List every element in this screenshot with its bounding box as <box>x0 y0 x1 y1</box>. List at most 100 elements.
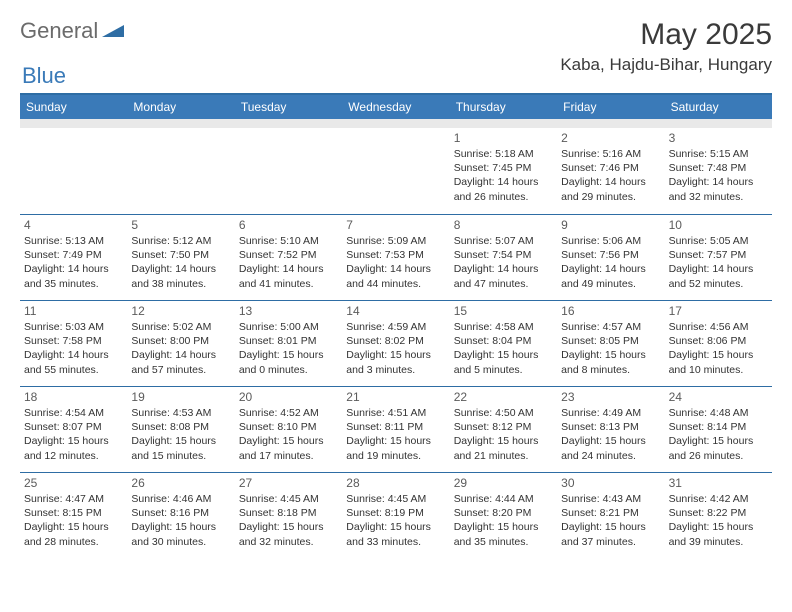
day-number: 19 <box>131 390 230 404</box>
day-number: 6 <box>239 218 338 232</box>
page-title: May 2025 <box>560 18 772 51</box>
weekday-header: Tuesday <box>235 95 342 119</box>
day-info: Sunrise: 4:51 AMSunset: 8:11 PMDaylight:… <box>346 406 445 463</box>
day-info: Sunrise: 5:07 AMSunset: 7:54 PMDaylight:… <box>454 234 553 291</box>
day-number: 29 <box>454 476 553 490</box>
day-info: Sunrise: 4:54 AMSunset: 8:07 PMDaylight:… <box>24 406 123 463</box>
weekday-header: Wednesday <box>342 95 449 119</box>
day-number: 28 <box>346 476 445 490</box>
day-info: Sunrise: 5:05 AMSunset: 7:57 PMDaylight:… <box>669 234 768 291</box>
day-info: Sunrise: 4:48 AMSunset: 8:14 PMDaylight:… <box>669 406 768 463</box>
day-info: Sunrise: 4:59 AMSunset: 8:02 PMDaylight:… <box>346 320 445 377</box>
weekday-header: Monday <box>127 95 234 119</box>
day-number: 2 <box>561 131 660 145</box>
day-number: 30 <box>561 476 660 490</box>
day-info: Sunrise: 4:47 AMSunset: 8:15 PMDaylight:… <box>24 492 123 549</box>
day-info: Sunrise: 4:45 AMSunset: 8:19 PMDaylight:… <box>346 492 445 549</box>
day-number: 20 <box>239 390 338 404</box>
day-cell: 20 Sunrise: 4:52 AMSunset: 8:10 PMDayligh… <box>235 387 342 472</box>
day-cell: 28 Sunrise: 4:45 AMSunset: 8:19 PMDayligh… <box>342 473 449 558</box>
day-info: Sunrise: 5:02 AMSunset: 8:00 PMDaylight:… <box>131 320 230 377</box>
day-cell: 2 Sunrise: 5:16 AMSunset: 7:46 PMDaylight… <box>557 128 664 214</box>
day-cell: 6 Sunrise: 5:10 AMSunset: 7:52 PMDaylight… <box>235 215 342 300</box>
day-info: Sunrise: 5:12 AMSunset: 7:50 PMDaylight:… <box>131 234 230 291</box>
day-cell: 7Sunrise: 5:09 AMSunset: 7:53 PMDaylight… <box>342 215 449 300</box>
day-number: 18 <box>24 390 123 404</box>
day-cell: 1 Sunrise: 5:18 AMSunset: 7:45 PMDaylight… <box>450 128 557 214</box>
day-number: 15 <box>454 304 553 318</box>
day-info: Sunrise: 4:43 AMSunset: 8:21 PMDaylight:… <box>561 492 660 549</box>
day-cell: 22Sunrise: 4:50 AMSunset: 8:12 PMDayligh… <box>450 387 557 472</box>
day-cell <box>20 128 127 214</box>
day-cell: 5 Sunrise: 5:12 AMSunset: 7:50 PMDaylight… <box>127 215 234 300</box>
day-info: Sunrise: 4:44 AMSunset: 8:20 PMDaylight:… <box>454 492 553 549</box>
day-number: 3 <box>669 131 768 145</box>
day-cell: 21Sunrise: 4:51 AMSunset: 8:11 PMDayligh… <box>342 387 449 472</box>
day-info: Sunrise: 4:53 AMSunset: 8:08 PMDaylight:… <box>131 406 230 463</box>
day-cell: 9 Sunrise: 5:06 AMSunset: 7:56 PMDaylight… <box>557 215 664 300</box>
logo-triangle-icon <box>102 21 124 42</box>
day-cell: 18 Sunrise: 4:54 AMSunset: 8:07 PMDayligh… <box>20 387 127 472</box>
day-cell: 17 Sunrise: 4:56 AMSunset: 8:06 PMDayligh… <box>665 301 772 386</box>
day-info: Sunrise: 5:09 AMSunset: 7:53 PMDaylight:… <box>346 234 445 291</box>
day-cell <box>127 128 234 214</box>
logo: General <box>20 18 126 44</box>
day-number: 5 <box>131 218 230 232</box>
calendar-page: General May 2025 Kaba, Hajdu-Bihar, Hung… <box>0 0 792 568</box>
weekday-header: Saturday <box>665 95 772 119</box>
header-separator <box>20 119 772 128</box>
day-number: 11 <box>24 304 123 318</box>
day-number: 23 <box>561 390 660 404</box>
day-number: 12 <box>131 304 230 318</box>
day-info: Sunrise: 4:42 AMSunset: 8:22 PMDaylight:… <box>669 492 768 549</box>
day-number: 8 <box>454 218 553 232</box>
day-cell: 12 Sunrise: 5:02 AMSunset: 8:00 PMDayligh… <box>127 301 234 386</box>
day-cell: 16 Sunrise: 4:57 AMSunset: 8:05 PMDayligh… <box>557 301 664 386</box>
week-row: 4Sunrise: 5:13 AMSunset: 7:49 PMDaylight… <box>20 214 772 300</box>
week-row: 25 Sunrise: 4:47 AMSunset: 8:15 PMDayligh… <box>20 472 772 558</box>
day-number: 25 <box>24 476 123 490</box>
day-number: 13 <box>239 304 338 318</box>
day-info: Sunrise: 5:10 AMSunset: 7:52 PMDaylight:… <box>239 234 338 291</box>
day-cell: 8 Sunrise: 5:07 AMSunset: 7:54 PMDaylight… <box>450 215 557 300</box>
day-info: Sunrise: 5:06 AMSunset: 7:56 PMDaylight:… <box>561 234 660 291</box>
weekday-header: Friday <box>557 95 664 119</box>
day-number: 17 <box>669 304 768 318</box>
day-info: Sunrise: 4:49 AMSunset: 8:13 PMDaylight:… <box>561 406 660 463</box>
day-cell: 11Sunrise: 5:03 AMSunset: 7:58 PMDayligh… <box>20 301 127 386</box>
day-number: 1 <box>454 131 553 145</box>
day-cell: 19 Sunrise: 4:53 AMSunset: 8:08 PMDayligh… <box>127 387 234 472</box>
logo-blue: Blue <box>22 63 66 88</box>
day-info: Sunrise: 4:52 AMSunset: 8:10 PMDaylight:… <box>239 406 338 463</box>
logo-general: General <box>20 18 98 44</box>
day-cell: 31 Sunrise: 4:42 AMSunset: 8:22 PMDayligh… <box>665 473 772 558</box>
day-info: Sunrise: 5:16 AMSunset: 7:46 PMDaylight:… <box>561 147 660 204</box>
day-cell: 25 Sunrise: 4:47 AMSunset: 8:15 PMDayligh… <box>20 473 127 558</box>
day-info: Sunrise: 4:57 AMSunset: 8:05 PMDaylight:… <box>561 320 660 377</box>
day-cell: 23 Sunrise: 4:49 AMSunset: 8:13 PMDayligh… <box>557 387 664 472</box>
day-cell: 4Sunrise: 5:13 AMSunset: 7:49 PMDaylight… <box>20 215 127 300</box>
week-row: 11Sunrise: 5:03 AMSunset: 7:58 PMDayligh… <box>20 300 772 386</box>
day-cell: 29 Sunrise: 4:44 AMSunset: 8:20 PMDayligh… <box>450 473 557 558</box>
day-number: 27 <box>239 476 338 490</box>
weekday-header-row: Sunday Monday Tuesday Wednesday Thursday… <box>20 95 772 119</box>
day-info: Sunrise: 4:56 AMSunset: 8:06 PMDaylight:… <box>669 320 768 377</box>
weekday-header: Sunday <box>20 95 127 119</box>
day-number: 16 <box>561 304 660 318</box>
day-number: 4 <box>24 218 123 232</box>
day-cell: 26Sunrise: 4:46 AMSunset: 8:16 PMDayligh… <box>127 473 234 558</box>
day-info: Sunrise: 5:18 AMSunset: 7:45 PMDaylight:… <box>454 147 553 204</box>
weekday-header: Thursday <box>450 95 557 119</box>
day-cell: 24Sunrise: 4:48 AMSunset: 8:14 PMDayligh… <box>665 387 772 472</box>
day-cell <box>235 128 342 214</box>
day-info: Sunrise: 4:58 AMSunset: 8:04 PMDaylight:… <box>454 320 553 377</box>
day-cell: 3 Sunrise: 5:15 AMSunset: 7:48 PMDaylight… <box>665 128 772 214</box>
day-info: Sunrise: 4:45 AMSunset: 8:18 PMDaylight:… <box>239 492 338 549</box>
calendar-grid: Sunday Monday Tuesday Wednesday Thursday… <box>20 93 772 558</box>
day-number: 9 <box>561 218 660 232</box>
day-cell: 30 Sunrise: 4:43 AMSunset: 8:21 PMDayligh… <box>557 473 664 558</box>
day-cell: 27 Sunrise: 4:45 AMSunset: 8:18 PMDayligh… <box>235 473 342 558</box>
day-number: 31 <box>669 476 768 490</box>
day-number: 22 <box>454 390 553 404</box>
day-info: Sunrise: 5:15 AMSunset: 7:48 PMDaylight:… <box>669 147 768 204</box>
